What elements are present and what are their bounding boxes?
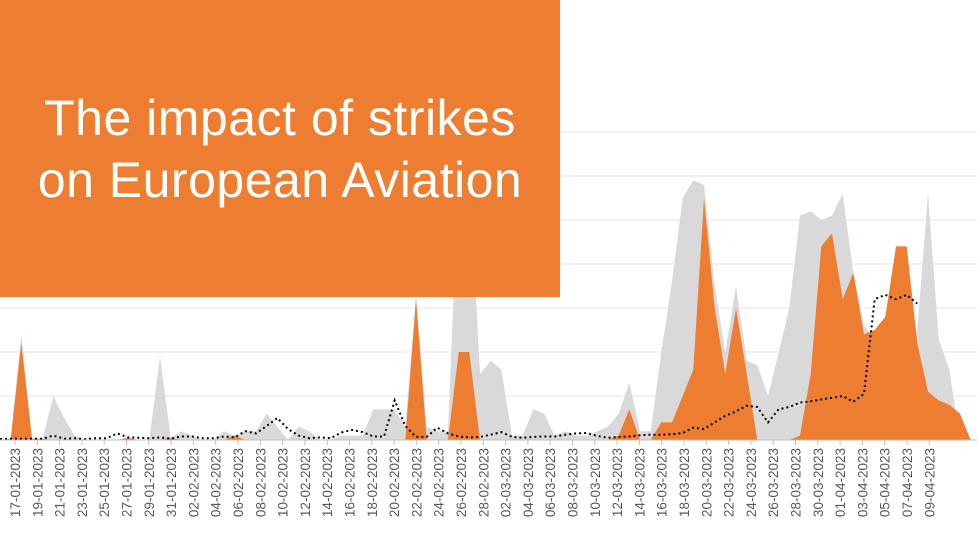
x-tick-label: 09-04-2023 [922,448,937,517]
title-banner: The impact of strikes on European Aviati… [0,0,560,297]
chart-areas [0,171,971,440]
x-tick-label: 26-02-2023 [454,448,469,517]
x-tick-label: 03-04-2023 [855,448,870,517]
x-tick-label: 21-01-2023 [53,448,68,517]
x-tick-label: 04-02-2023 [209,448,224,517]
x-tick-label: 10-02-2023 [276,448,291,517]
x-tick-label: 19-01-2023 [30,448,45,517]
x-tick-label: 10-03-2023 [588,448,603,517]
x-tick-label: 16-03-2023 [655,448,670,517]
area-series-1 [0,198,971,440]
x-tick-label: 18-02-2023 [365,448,380,517]
x-tick-label: 20-02-2023 [387,448,402,517]
x-tick-label: 12-02-2023 [298,448,313,517]
x-axis-ticks: 17-01-2023 19-01-2023 21-01-2023 23-01-2023… [8,440,937,517]
x-tick-label: 05-04-2023 [878,448,893,517]
x-tick-label: 23-01-2023 [75,448,90,517]
x-tick-label: 22-03-2023 [722,448,737,517]
chart-title: The impact of strikes on European Aviati… [37,89,523,208]
x-tick-label: 28-02-2023 [476,448,491,517]
x-tick-label: 26-03-2023 [766,448,781,517]
x-tick-label: 08-03-2023 [566,448,581,517]
x-tick-label: 28-03-2023 [789,448,804,517]
x-tick-label: 29-01-2023 [142,448,157,517]
chart-lines [0,293,918,441]
x-tick-label: 06-03-2023 [543,448,558,517]
x-tick-label: 02-02-2023 [186,448,201,517]
x-tick-label: 02-03-2023 [499,448,514,517]
x-tick-label: 06-02-2023 [231,448,246,517]
x-tick-label: 08-02-2023 [253,448,268,517]
x-tick-label: 07-04-2023 [900,448,915,517]
x-tick-label: 04-03-2023 [521,448,536,517]
x-tick-label: 24-03-2023 [744,448,759,517]
x-tick-label: 22-02-2023 [409,448,424,517]
x-tick-label: 27-01-2023 [120,448,135,517]
x-tick-label: 24-02-2023 [432,448,447,517]
x-tick-label: 30-03-2023 [811,448,826,517]
x-tick-label: 12-03-2023 [610,448,625,517]
x-tick-label: 17-01-2023 [8,448,23,517]
x-tick-label: 31-01-2023 [164,448,179,517]
x-tick-label: 14-02-2023 [320,448,335,517]
x-tick-label: 01-04-2023 [833,448,848,517]
trend-line [0,293,918,441]
x-tick-label: 16-02-2023 [343,448,358,517]
x-tick-label: 20-03-2023 [699,448,714,517]
x-tick-label: 25-01-2023 [97,448,112,517]
x-tick-label: 18-03-2023 [677,448,692,517]
x-tick-label: 14-03-2023 [632,448,647,517]
